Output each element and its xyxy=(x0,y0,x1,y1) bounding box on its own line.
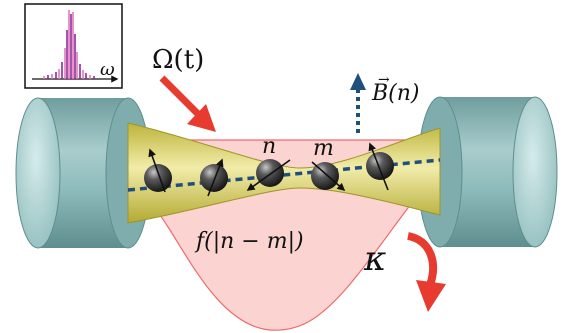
b-field-vector-arrow: → xyxy=(378,72,390,88)
ion-m xyxy=(311,161,346,192)
ion-axis-dashed xyxy=(127,158,441,192)
left-mirror xyxy=(15,97,151,249)
spin-arrow-icon xyxy=(311,161,346,192)
label-m: m xyxy=(313,136,334,161)
drive-label-omega: Ω(t) xyxy=(152,45,204,75)
spin-arrow-icon xyxy=(368,142,389,191)
label-n: n xyxy=(262,134,276,159)
spin-arrow-icon xyxy=(246,159,291,191)
ion-5 xyxy=(366,142,394,191)
cavity-decay-arrow xyxy=(406,232,446,312)
b-field-label: B(n) xyxy=(371,81,420,106)
spin-arrow-icon xyxy=(148,148,166,193)
ion-n xyxy=(246,159,291,191)
frequency-axis-label: ω xyxy=(100,59,115,80)
ion-1 xyxy=(144,148,172,193)
ion-chain xyxy=(144,142,394,197)
ion-2 xyxy=(200,158,228,197)
right-mirror xyxy=(417,96,558,248)
magnetic-field-arrow xyxy=(350,73,366,133)
coupling-label: f(|n − m|) xyxy=(194,229,304,254)
spectrum-peaks xyxy=(43,10,95,79)
spectrum-inset: ω xyxy=(24,3,123,89)
spin-arrow-icon xyxy=(207,158,224,197)
kappa-label: κ xyxy=(363,239,386,279)
drive-arrow xyxy=(159,75,216,132)
